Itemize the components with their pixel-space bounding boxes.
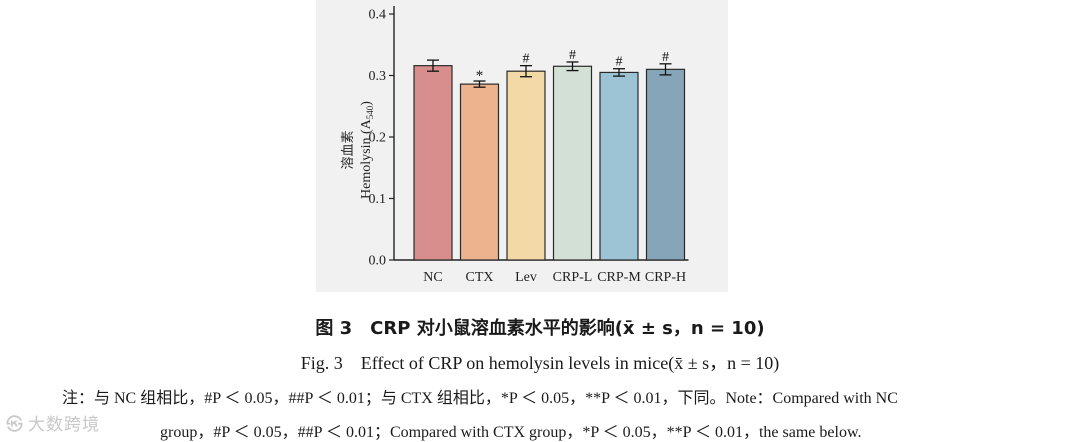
x-tick-label: NC: [423, 270, 442, 285]
significance-mark: #: [569, 48, 576, 63]
x-tick-label: Lev: [515, 270, 537, 285]
bar: [645, 68, 686, 261]
note-line-1: 注：与 NC 组相比，#P ＜ 0.05，##P ＜ 0.01；与 CTX 组相…: [62, 390, 898, 407]
significance-mark: #: [662, 50, 669, 65]
watermark: ㉿大数跨境: [6, 410, 100, 435]
hemolysin-bar-chart: 溶血素 Hemolysin (A540) 0.0 0.1 0.2 0.3 0.4 NC * C…: [341, 6, 689, 286]
bar: [599, 71, 639, 261]
bar: [506, 70, 546, 261]
x-tick-label: CRP-H: [645, 270, 686, 285]
y-axis-title-cn: 溶血素: [341, 130, 356, 169]
figure-caption-cn: 图 3 CRP 对小鼠溶血素水平的影响(x̄ ± s，n = 10): [315, 318, 765, 339]
bar: [413, 65, 453, 261]
x-tick-label: CTX: [466, 270, 494, 285]
y-tick-label: 0.3: [369, 69, 387, 84]
note-line-2: group，#P ＜ 0.05，##P ＜ 0.01；Compared with…: [160, 424, 862, 441]
x-tick-label: CRP-L: [553, 270, 593, 285]
watermark-logo-icon: ㉿: [6, 415, 24, 435]
y-axis-title-en: Hemolysin (A540): [359, 101, 375, 199]
watermark-text: 大数跨境: [28, 415, 100, 435]
y-tick-label: 0.1: [369, 192, 387, 207]
chart-panel: 溶血素 Hemolysin (A540) 0.0 0.1 0.2 0.3 0.4 NC * C…: [316, 0, 728, 292]
figure-caption-en: Fig. 3 Effect of CRP on hemolysin levels…: [300, 353, 780, 373]
y-axis-title: 溶血素 Hemolysin (A540): [341, 101, 375, 199]
y-tick-label: 0.0: [369, 254, 387, 269]
significance-mark: *: [476, 68, 484, 84]
y-tick-label: 0.4: [369, 8, 387, 23]
bar: [552, 65, 593, 261]
significance-mark: #: [523, 52, 530, 67]
bar: [459, 83, 500, 261]
significance-mark: #: [616, 55, 623, 70]
y-tick-label: 0.2: [369, 131, 387, 146]
bars: [413, 59, 686, 261]
labels: 0.0 0.1 0.2 0.3 0.4 NC * CTX # Lev # CRP-L # CRP-M # CR…: [369, 8, 687, 286]
x-tick-label: CRP-M: [597, 270, 641, 285]
